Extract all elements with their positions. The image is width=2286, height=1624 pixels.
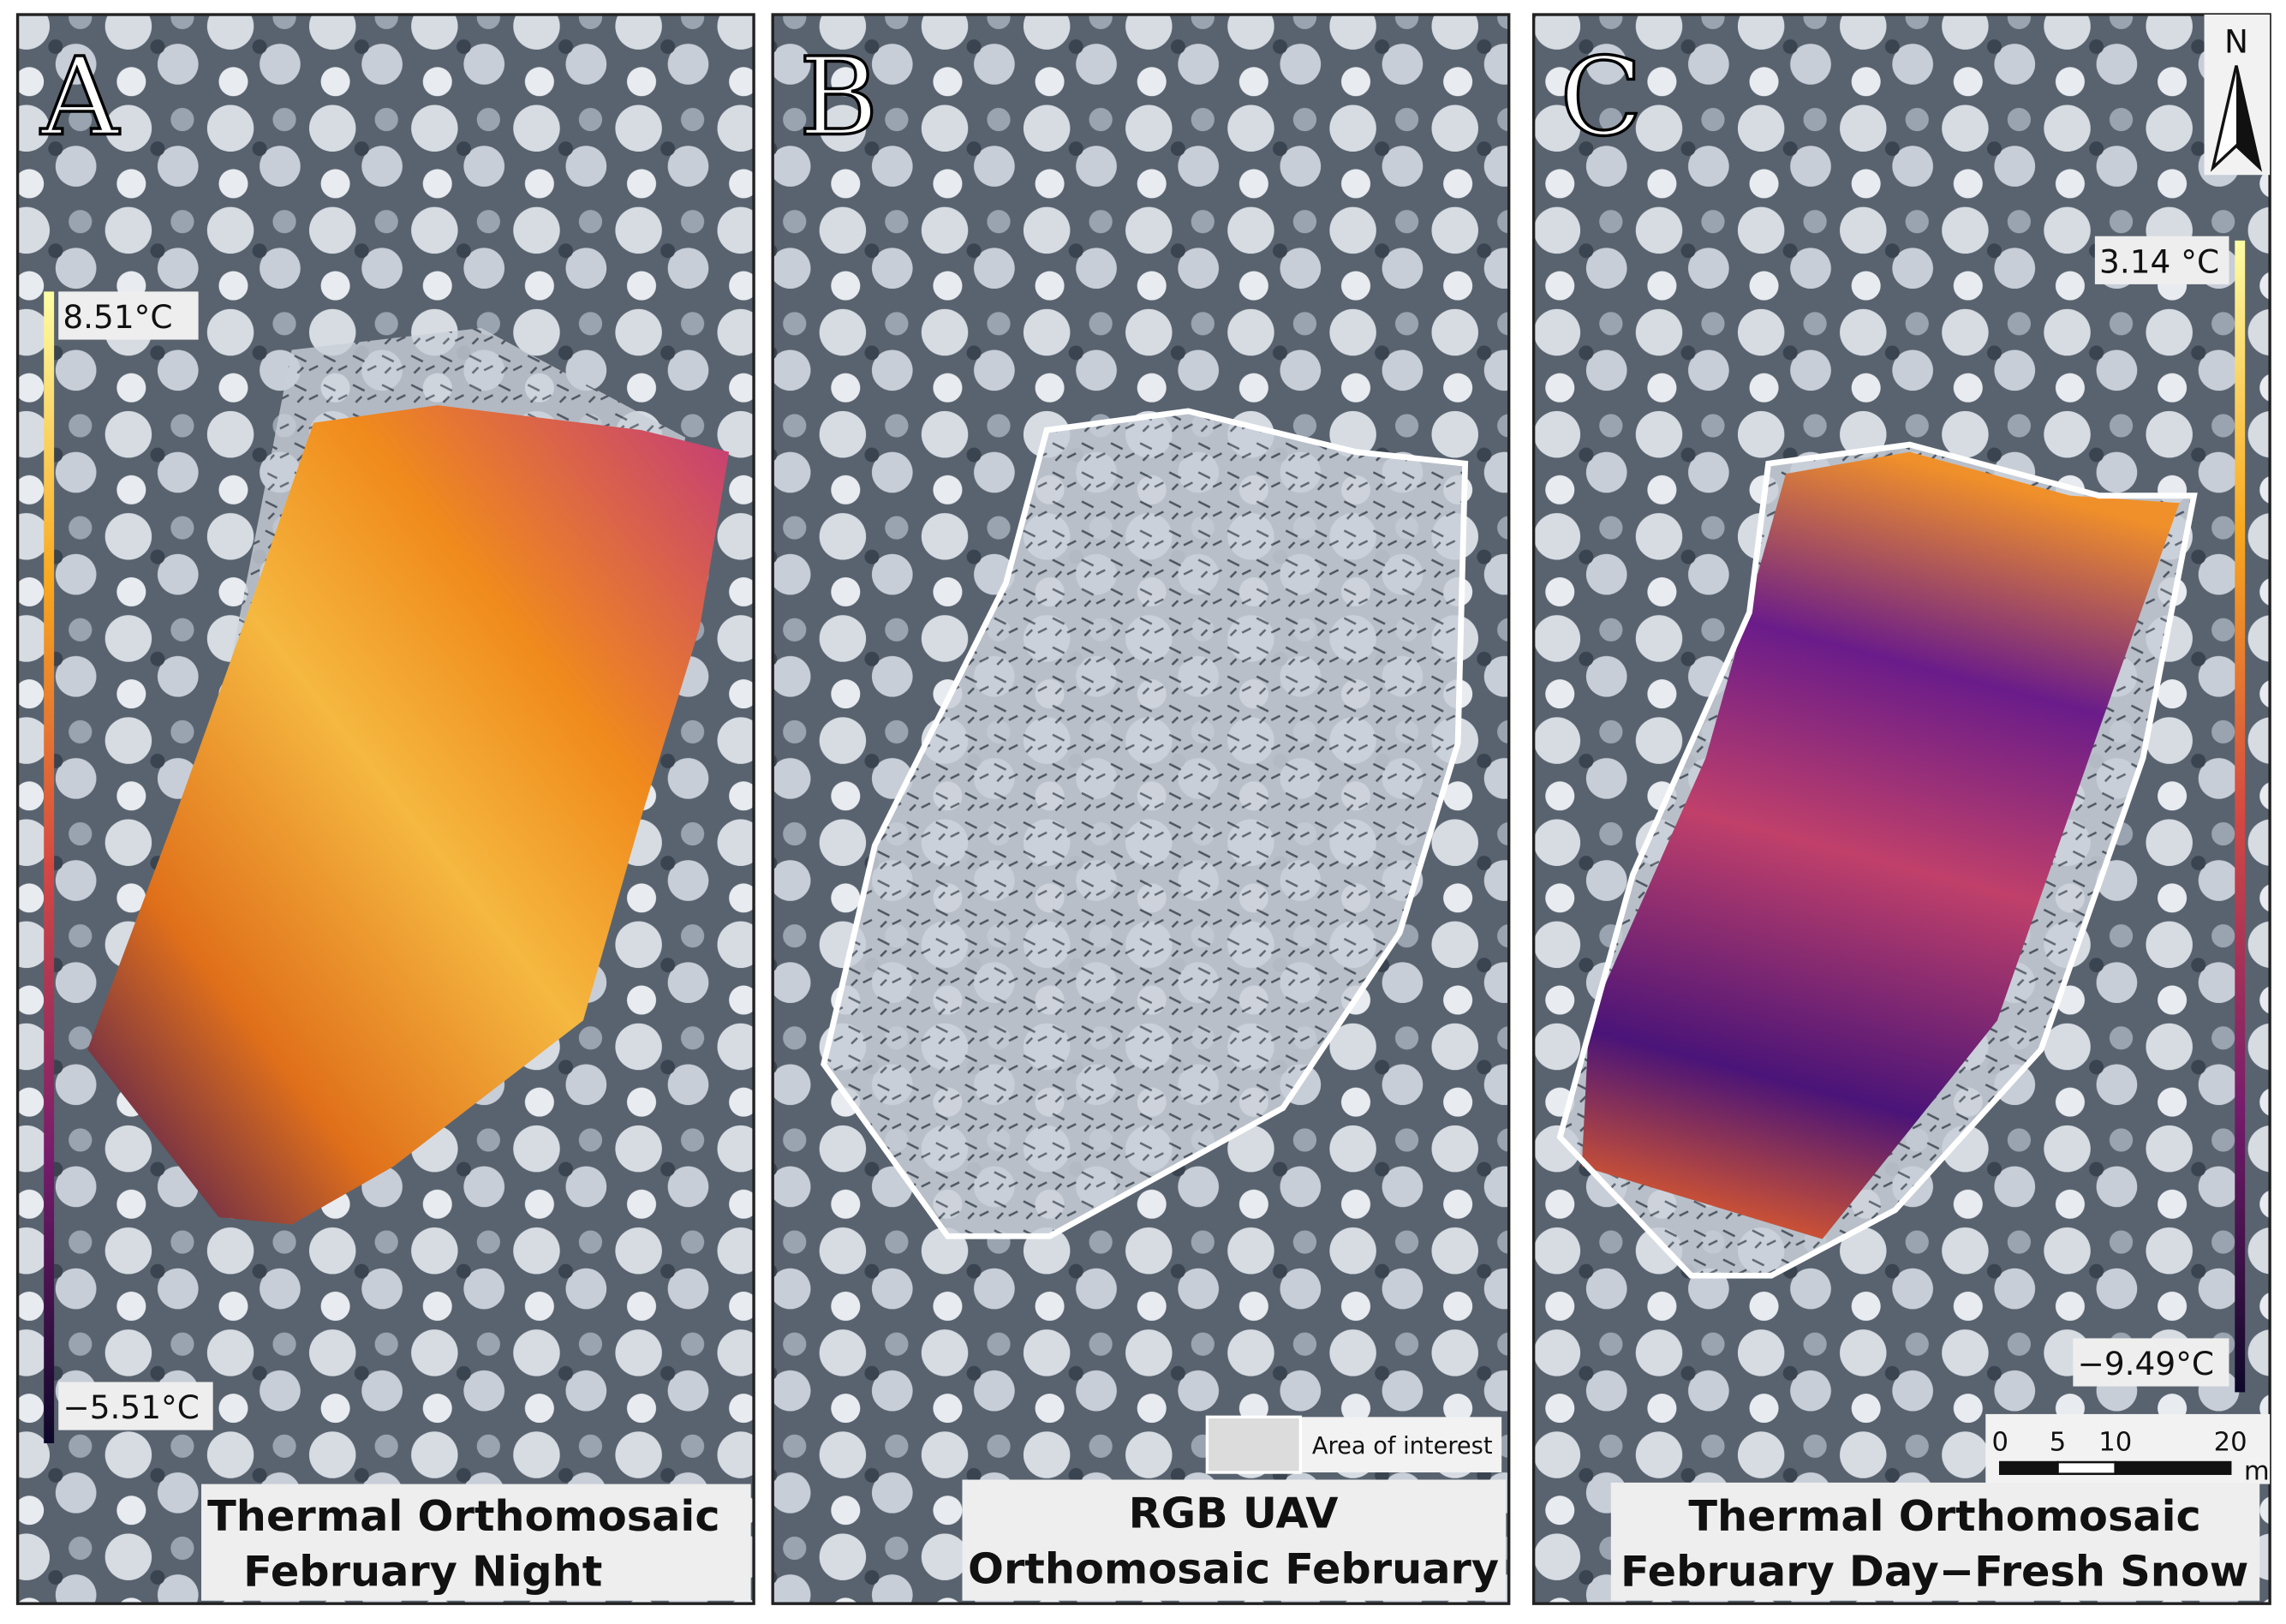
- scale-label: 0: [1992, 1427, 2009, 1457]
- thermal-overlay: [87, 405, 730, 1225]
- scale-label: 20: [2214, 1427, 2247, 1457]
- scale-label: 10: [2098, 1427, 2132, 1457]
- scale-bar: 0 5 10 20m: [1992, 1427, 2270, 1486]
- aoi-outline: [821, 408, 1469, 1239]
- north-label: N: [2224, 22, 2248, 60]
- panel-title: Thermal Orthomosaic: [207, 1491, 719, 1541]
- panel-title: Thermal Orthomosaic: [1688, 1491, 2200, 1541]
- label-box: [58, 291, 199, 340]
- thermal-overlay: [1581, 451, 2180, 1239]
- title-box: [1610, 1482, 2260, 1601]
- scale-unit: m: [2244, 1457, 2270, 1487]
- aoi-outline: [1556, 441, 2198, 1279]
- legend-swatch: [1205, 1415, 1303, 1474]
- colorbar-min: −5.51°C: [63, 1388, 200, 1426]
- panel-letter: A: [40, 34, 121, 160]
- panel-title: February Night: [243, 1547, 602, 1597]
- label-box: [2094, 236, 2229, 284]
- panel-b: B Area of interest RGB UAV Orthomosaic F…: [771, 13, 1511, 1605]
- panel-title: Orthomosaic February: [968, 1543, 1499, 1593]
- panel-letter: B: [799, 34, 879, 160]
- label-box: [58, 1382, 213, 1430]
- colorbar: [44, 291, 55, 1443]
- scale-label: 5: [2050, 1427, 2067, 1457]
- scale-segment: [2056, 1460, 2116, 1475]
- colorbar-min: −9.49°C: [2077, 1345, 2214, 1382]
- panel-a: A 8.51°C −5.51°C Thermal Orthomosaic Feb…: [15, 13, 755, 1605]
- panel-letter: C: [1560, 34, 1642, 160]
- north-arrow: [2235, 65, 2260, 168]
- label-box: [2073, 1338, 2229, 1387]
- panel-title: February Day−Fresh Snow: [1620, 1547, 2248, 1597]
- scale-segment: [1998, 1460, 2059, 1475]
- title-box: [962, 1479, 1507, 1601]
- clearing: [823, 410, 1465, 1237]
- title-box: [201, 1484, 751, 1601]
- colorbar-max: 3.14 °C: [2099, 242, 2219, 280]
- colorbar-max: 8.51°C: [63, 298, 172, 336]
- panel-c: C N 3.14 °C −9.49°C 0 5 10 20m Thermal Orth…: [1531, 13, 2271, 1605]
- legend-label: Area of interest: [1312, 1433, 1493, 1460]
- scale-segment: [2114, 1460, 2232, 1475]
- colorbar: [2235, 240, 2246, 1393]
- panel-title: RGB UAV: [1129, 1489, 1339, 1538]
